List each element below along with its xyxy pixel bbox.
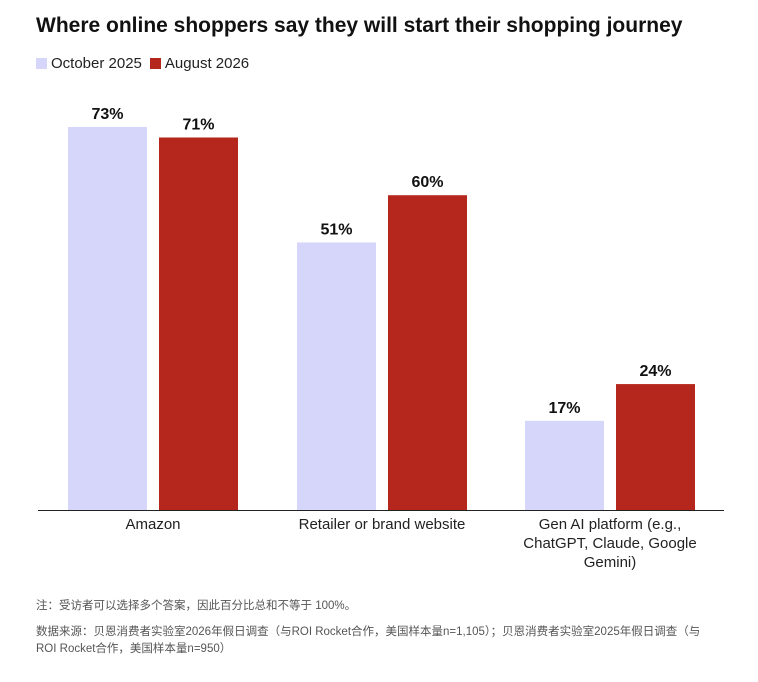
data-label-october-2025-0: 73%: [91, 106, 123, 123]
legend-swatch-october-2025: [36, 58, 47, 69]
data-label-october-2025-2: 17%: [548, 400, 580, 417]
legend-item-august-2026: August 2026: [149, 55, 250, 72]
legend-swatch-august-2026: [149, 58, 161, 69]
footnote: 注：受访者可以选择多个答案，因此百分比总和不等于 100%。: [36, 600, 357, 612]
category-label-2-line-0: Gen AI platform (e.g.,: [539, 516, 682, 533]
data-label-october-2025-1: 51%: [320, 221, 352, 238]
bar-august-2026-1: [388, 195, 467, 510]
legend-label-october-2025: October 2025: [51, 55, 142, 72]
bar-chart: 73% 71% Amazon 51% 60% Retailer or brand webs…: [38, 106, 724, 571]
bar-august-2026-0: [159, 137, 238, 510]
bar-october-2025-2: [525, 420, 604, 510]
bar-october-2025-1: [297, 242, 376, 510]
source-note: 数据来源：贝恩消费者实验室2026年假日调查（与ROI Rocket合作，美国样…: [36, 626, 701, 655]
category-label-1-line-0: Retailer or brand website: [299, 516, 466, 533]
chart-title: Where online shoppers say they will star…: [36, 14, 683, 37]
category-label-2-line-2: Gemini): [584, 554, 637, 571]
category-label-2-line-1: ChatGPT, Claude, Google: [523, 535, 696, 552]
legend-label-august-2026: August 2026: [164, 55, 250, 72]
data-label-august-2026-2: 24%: [639, 363, 671, 380]
data-label-august-2026-0: 71%: [182, 116, 214, 133]
chart-legend: October 2025 August 2026: [36, 55, 257, 72]
bar-october-2025-0: [68, 127, 147, 510]
legend-item-october-2025: October 2025: [36, 55, 142, 72]
bar-august-2026-2: [616, 384, 695, 510]
data-label-august-2026-1: 60%: [411, 174, 443, 191]
category-label-0-line-0: Amazon: [125, 516, 180, 533]
